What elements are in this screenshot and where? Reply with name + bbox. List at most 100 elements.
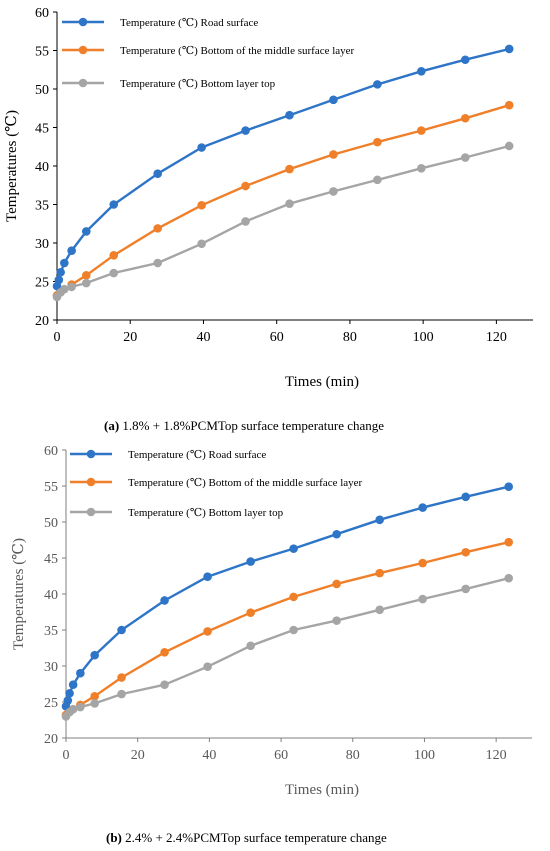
- data-point: [373, 80, 382, 89]
- legend-marker: [86, 477, 96, 487]
- data-point: [417, 164, 426, 173]
- data-point: [246, 608, 255, 618]
- legend-label: Temperature (℃) Bottom layer top: [128, 507, 284, 519]
- data-point: [81, 227, 91, 236]
- data-point: [375, 515, 384, 525]
- legend-entry: Temperature (℃) Road surface: [70, 449, 266, 461]
- data-point: [117, 625, 126, 635]
- data-point: [289, 592, 298, 602]
- data-point: [504, 573, 513, 583]
- y-tick-label: 60: [44, 444, 58, 459]
- legend-entry: Temperature (℃) Bottom of the middle sur…: [70, 477, 363, 489]
- y-tick-label: 45: [44, 552, 58, 567]
- y-tick-label: 55: [35, 45, 49, 60]
- data-point: [461, 547, 470, 557]
- data-point: [60, 284, 69, 294]
- data-point: [289, 625, 298, 635]
- y-tick-label: 45: [35, 122, 49, 137]
- data-point: [63, 696, 73, 705]
- series-line: [56, 144, 510, 298]
- legend-marker: [78, 78, 88, 88]
- data-point: [460, 113, 470, 123]
- data-point: [504, 537, 513, 547]
- data-point: [329, 187, 338, 196]
- data-point: [504, 44, 514, 54]
- legend-marker: [86, 449, 96, 459]
- y-axis-label: Temperatures (℃): [4, 110, 20, 222]
- data-point: [65, 689, 74, 698]
- figure-caption: (a) 1.8% + 1.8%PCMTop surface temperatur…: [104, 418, 384, 433]
- x-tick-label: 40: [196, 330, 210, 345]
- data-point: [76, 702, 85, 712]
- data-point: [246, 557, 255, 566]
- data-point: [203, 662, 212, 672]
- data-point: [160, 648, 169, 657]
- data-point: [417, 126, 426, 135]
- data-point: [153, 224, 162, 233]
- series-line: [64, 485, 509, 707]
- x-tick-label: 0: [63, 748, 70, 763]
- data-point: [117, 673, 126, 682]
- data-point: [153, 169, 162, 178]
- data-point: [246, 641, 255, 651]
- y-tick-label: 25: [44, 696, 58, 711]
- data-point: [54, 275, 64, 285]
- legend-label: Temperature (℃) Road surface: [128, 449, 266, 461]
- series-line: [55, 47, 510, 287]
- data-point: [203, 627, 212, 636]
- y-tick-label: 20: [35, 314, 49, 329]
- data-point: [67, 282, 76, 292]
- legend-label: Temperature (℃) Bottom of the middle sur…: [128, 477, 363, 489]
- data-point: [197, 143, 206, 152]
- y-tick-label: 35: [44, 624, 58, 639]
- y-tick-label: 30: [35, 237, 49, 252]
- x-tick-label: 20: [123, 330, 137, 345]
- data-point: [203, 572, 212, 582]
- x-tick-label: 0: [54, 330, 61, 345]
- data-point: [329, 95, 338, 105]
- chart-a: 20 25 30 35 40 45 50 55 60 0 20 40 60 80 100 120 Times (…: [4, 6, 533, 433]
- caption-text: 1.8% + 1.8%PCMTop surface temperature ch…: [119, 418, 384, 433]
- x-tick-label: 20: [131, 748, 145, 763]
- data-point: [285, 164, 294, 174]
- data-point: [197, 200, 206, 210]
- legend-marker: [78, 17, 88, 27]
- data-point: [81, 278, 91, 288]
- data-point: [332, 616, 341, 625]
- x-tick-label: 80: [343, 330, 357, 345]
- data-point: [90, 699, 99, 708]
- y-tick-label: 35: [35, 199, 49, 214]
- y-tick-label: 25: [35, 276, 49, 291]
- data-point: [109, 251, 119, 260]
- x-axis-label: Times (min): [285, 782, 359, 798]
- chart-b: 20 25 30 35 40 45 50 55 60 0 20 40 60 80 100 120 Times (…: [11, 444, 532, 845]
- data-point: [332, 579, 341, 589]
- data-point: [90, 650, 99, 660]
- x-tick-label: 100: [414, 748, 435, 763]
- data-point: [504, 100, 514, 110]
- data-point: [56, 267, 65, 277]
- data-point: [160, 596, 169, 605]
- y-tick-label: 50: [44, 516, 58, 531]
- x-tick-label: 120: [486, 330, 507, 345]
- series-line: [65, 541, 509, 716]
- data-point: [117, 689, 126, 699]
- data-point: [418, 558, 427, 568]
- figure-caption: (b) 2.4% + 2.4%PCMTop surface temperatur…: [106, 830, 387, 845]
- data-point: [68, 704, 78, 714]
- data-point: [241, 181, 250, 191]
- data-point: [332, 529, 341, 539]
- data-point: [76, 668, 85, 678]
- data-point: [373, 137, 382, 147]
- data-point: [109, 268, 119, 278]
- x-tick-label: 60: [274, 748, 288, 763]
- data-point: [160, 680, 169, 690]
- data-point: [373, 175, 382, 185]
- legend-entry: Temperature (℃) Road surface: [62, 17, 258, 29]
- data-point: [90, 691, 99, 701]
- legend-marker: [78, 45, 88, 55]
- data-point: [197, 239, 206, 249]
- y-tick-label: 60: [35, 6, 49, 21]
- x-tick-label: 80: [346, 748, 360, 763]
